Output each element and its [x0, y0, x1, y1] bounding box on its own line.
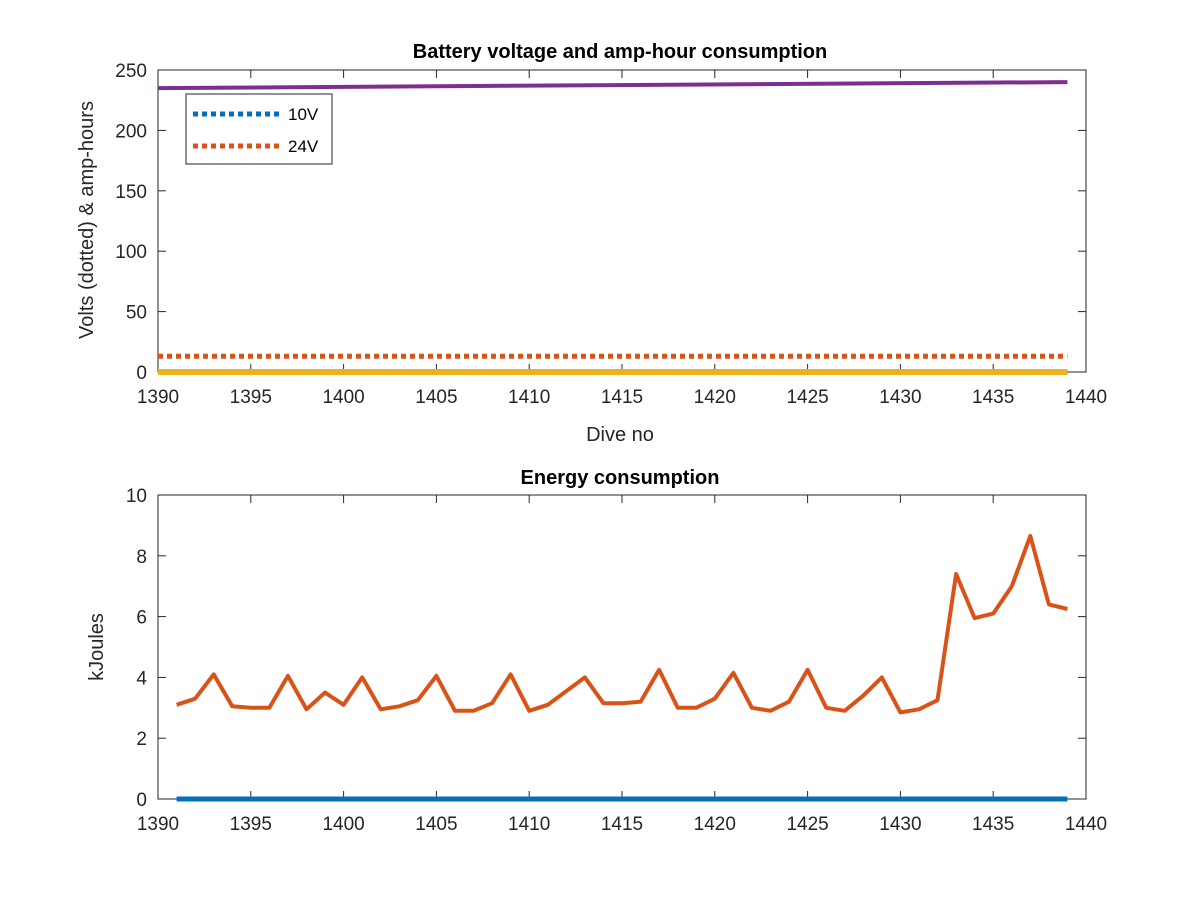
- top-chart-title: Battery voltage and amp-hour consumption: [413, 41, 827, 63]
- legend-box: [185, 93, 333, 165]
- bottom-y-tick-label: 2: [136, 729, 147, 750]
- top-x-tick-label: 1400: [322, 387, 364, 408]
- top-y-tick-label: 100: [115, 242, 147, 263]
- bottom-x-tick-label: 1425: [786, 814, 828, 835]
- top-x-tick-label: 1425: [786, 387, 828, 408]
- bottom-x-tick-label: 1390: [137, 814, 179, 835]
- top-x-tick-label: 1405: [415, 387, 457, 408]
- top-y-tick-label: 0: [136, 363, 147, 384]
- top-x-tick-label: 1435: [972, 387, 1014, 408]
- bottom-x-tick-label: 1440: [1065, 814, 1107, 835]
- bottom-y-tick-label: 0: [136, 790, 147, 811]
- bottom-x-tick-label: 1395: [230, 814, 272, 835]
- bottom-x-tick-label: 1435: [972, 814, 1014, 835]
- top-chart-plot-area: 1390 1395 1400 1405 1410 1415 1420 1425 1430 1435…: [115, 61, 1107, 408]
- bottom-chart-plot-area: 1390 1395 1400 1405 1410 1415 1420 1425 1430 1435…: [126, 486, 1107, 835]
- bottom-chart-ylabel: kJoules: [86, 613, 108, 681]
- bottom-y-tick-label: 8: [136, 547, 147, 568]
- bottom-series-line-1: [175, 534, 1068, 715]
- legend-label-10v: 10V: [288, 105, 319, 124]
- top-x-tick-label: 1430: [879, 387, 921, 408]
- top-chart-xlabel: Dive no: [586, 424, 654, 446]
- legend-label-24v: 24V: [288, 137, 319, 156]
- top-x-tick-label: 1390: [137, 387, 179, 408]
- top-x-tick-label: 1440: [1065, 387, 1107, 408]
- bottom-x-tick-label: 1400: [322, 814, 364, 835]
- top-x-tick-label: 1410: [508, 387, 550, 408]
- top-y-tick-label: 200: [115, 121, 147, 142]
- bottom-chart-title: Energy consumption: [521, 467, 720, 489]
- top-chart-legend: 10V 24V: [185, 93, 333, 165]
- top-x-tick-label: 1415: [601, 387, 643, 408]
- top-series-line-3: [157, 80, 1068, 91]
- top-chart-ylabel: Volts (dotted) & amp-hours: [76, 101, 98, 339]
- bottom-y-tick-label: 6: [136, 608, 147, 629]
- bottom-x-tick-label: 1410: [508, 814, 550, 835]
- top-x-tick-label: 1395: [230, 387, 272, 408]
- bottom-x-tick-label: 1420: [694, 814, 736, 835]
- bottom-x-tick-label: 1405: [415, 814, 457, 835]
- top-y-tick-label: 50: [126, 303, 147, 324]
- bottom-x-tick-label: 1415: [601, 814, 643, 835]
- bottom-y-tick-label: 4: [136, 668, 147, 689]
- top-chart: Battery voltage and amp-hour consumption…: [76, 41, 1107, 446]
- bottom-x-tick-label: 1430: [879, 814, 921, 835]
- top-x-tick-label: 1420: [694, 387, 736, 408]
- top-y-tick-label: 150: [115, 182, 147, 203]
- bottom-y-tick-label: 10: [126, 486, 147, 507]
- bottom-chart: Energy consumption kJoules 1390 1395 1400 1…: [86, 467, 1107, 835]
- top-y-tick-label: 250: [115, 61, 147, 82]
